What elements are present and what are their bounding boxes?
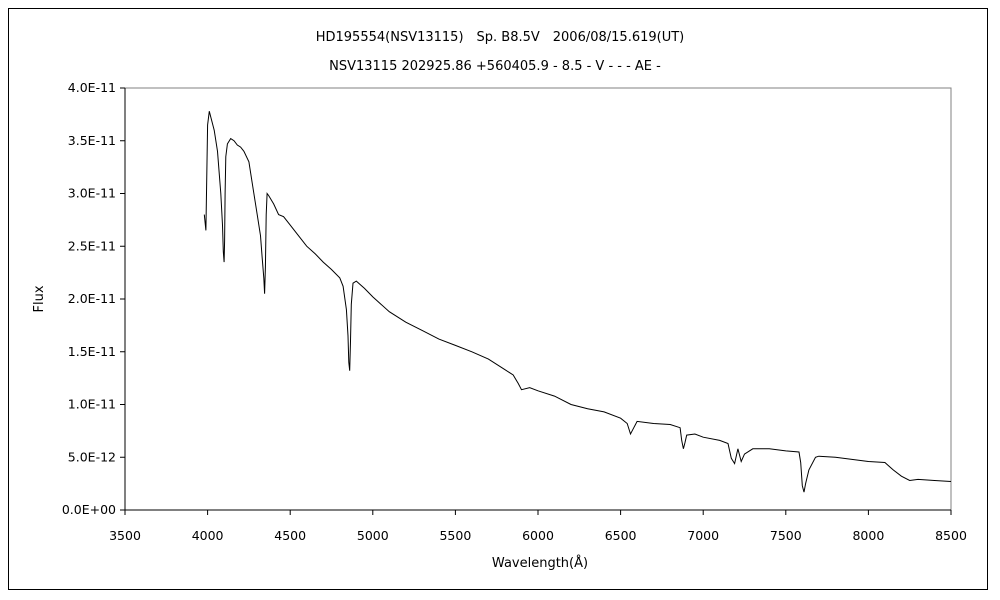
chart-frame — [8, 8, 988, 590]
x-tick-label: 4500 — [274, 528, 306, 543]
y-tick-label: 3.0E-11 — [68, 186, 116, 201]
x-tick-label: 7500 — [770, 528, 802, 543]
chart-subtitle: NSV13115 202925.86 +560405.9 - 8.5 - V -… — [329, 59, 661, 74]
x-tick-label: 6500 — [605, 528, 637, 543]
x-tick-label: 6000 — [522, 528, 554, 543]
x-tick-label: 5000 — [357, 528, 389, 543]
plot-area — [124, 87, 952, 511]
y-tick-label: 0.0E+00 — [62, 502, 116, 517]
x-axis-ticks: 3500 4000 4500 5000 5500 6000 6500 7000 7500 8000… — [109, 510, 967, 543]
x-tick-label: 8500 — [935, 528, 967, 543]
x-tick-label: 5500 — [439, 528, 471, 543]
y-axis-ticks: 0.0E+00 5.0E-12 1.0E-11 1.5E-11 2.0E-11 2.5E-… — [62, 80, 125, 517]
x-tick-label: 8000 — [852, 528, 884, 543]
y-axis-label: Flux — [32, 285, 47, 312]
y-tick-label: 2.5E-11 — [68, 238, 116, 253]
flux-spectrum-line — [203, 111, 952, 493]
y-tick-label: 1.0E-11 — [68, 397, 116, 412]
y-tick-label: 2.0E-11 — [68, 291, 116, 306]
chart-title: HD195554(NSV13115) Sp. B8.5V 2006/08/15.… — [316, 30, 685, 45]
y-tick-label: 5.0E-12 — [68, 449, 116, 464]
y-tick-label: 1.5E-11 — [68, 344, 116, 359]
y-tick-label: 4.0E-11 — [68, 80, 116, 95]
x-axis-label: Wavelength(Å) — [492, 555, 588, 571]
y-tick-label: 3.5E-11 — [68, 133, 116, 148]
x-tick-label: 4000 — [192, 528, 224, 543]
x-tick-label: 3500 — [109, 528, 141, 543]
x-tick-label: 7000 — [687, 528, 719, 543]
